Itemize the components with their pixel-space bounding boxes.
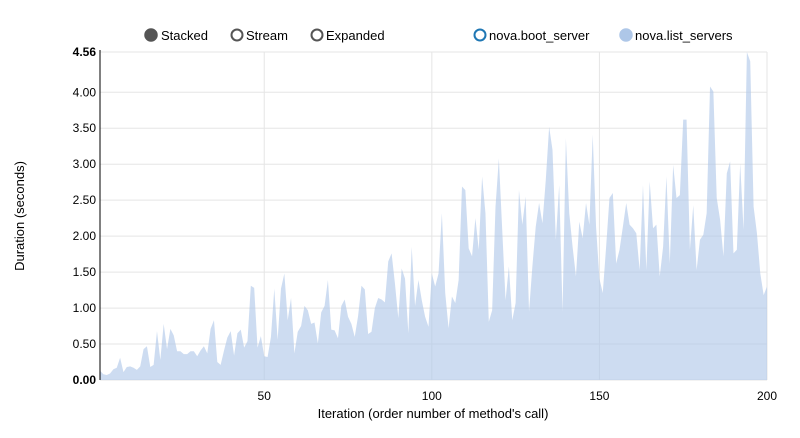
radio-filled-icon [144, 28, 158, 42]
legend-item-nova-boot-server[interactable]: nova.boot_server [473, 28, 591, 43]
y-tick-label: 0.00 [73, 373, 97, 387]
y-tick-label: 0.50 [73, 337, 97, 351]
legend-label: nova.boot_server [489, 28, 590, 43]
area-nova-list-servers [100, 52, 767, 380]
y-tick-label: 1.50 [73, 265, 97, 279]
radio-empty-icon [310, 28, 324, 42]
x-tick-label: 200 [757, 389, 777, 403]
y-tick-label: 4.56 [73, 45, 97, 59]
control-expanded[interactable]: Expanded [310, 28, 385, 43]
y-tick-label: 2.00 [73, 229, 97, 243]
y-tick-label: 3.00 [73, 157, 97, 171]
y-axis: 0.00 0.50 1.00 1.50 2.00 2.50 3.00 3.50 4.00 4.56 [73, 45, 97, 387]
y-axis-label: Duration (seconds) [12, 161, 27, 271]
x-axis-label: Iteration (order number of method's call… [318, 406, 549, 421]
control-label: Expanded [326, 28, 385, 43]
control-label: Stream [246, 28, 288, 43]
legend-item-nova-list-servers[interactable]: nova.list_servers [619, 28, 733, 43]
control-stacked[interactable]: Stacked [144, 28, 208, 43]
radio-empty-icon [230, 28, 244, 42]
y-tick-label: 3.50 [73, 121, 97, 135]
x-tick-label: 50 [258, 389, 272, 403]
x-tick-label: 150 [589, 389, 609, 403]
area-series [100, 52, 767, 380]
x-axis: 50 100 150 200 [258, 389, 778, 403]
legend-circle-icon [473, 28, 487, 42]
x-tick-label: 100 [422, 389, 442, 403]
legend-label: nova.list_servers [635, 28, 733, 43]
control-label: Stacked [161, 28, 208, 43]
y-tick-label: 1.00 [73, 301, 97, 315]
legend-circle-icon [619, 28, 633, 42]
y-tick-label: 4.00 [73, 85, 97, 99]
control-stream[interactable]: Stream [230, 28, 288, 43]
y-tick-label: 2.50 [73, 193, 97, 207]
